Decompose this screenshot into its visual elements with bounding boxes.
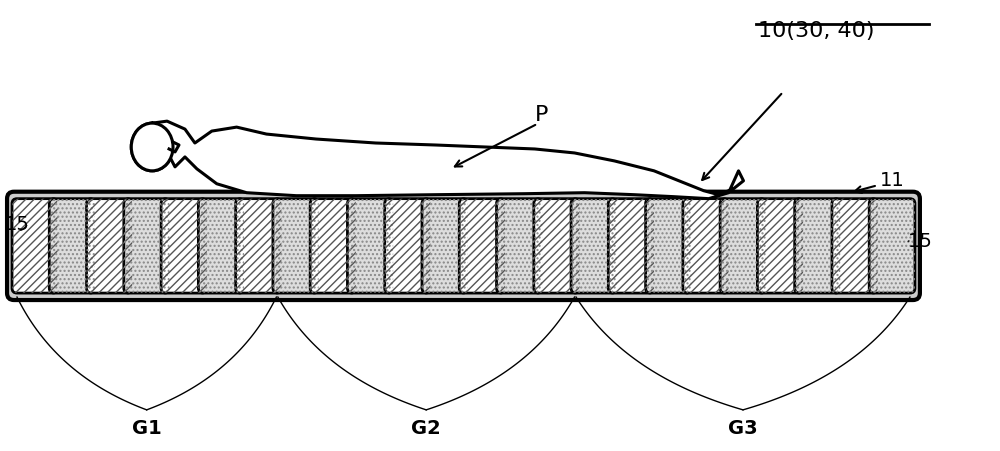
Text: 11: 11: [880, 170, 904, 189]
FancyBboxPatch shape: [757, 199, 803, 294]
Text: P: P: [535, 105, 548, 124]
FancyBboxPatch shape: [497, 199, 542, 294]
FancyBboxPatch shape: [832, 199, 878, 294]
FancyBboxPatch shape: [422, 199, 468, 294]
Text: 10(30, 40): 10(30, 40): [758, 21, 875, 41]
FancyBboxPatch shape: [161, 199, 207, 294]
FancyBboxPatch shape: [385, 199, 430, 294]
FancyBboxPatch shape: [7, 192, 920, 300]
Text: G2: G2: [411, 418, 441, 437]
FancyBboxPatch shape: [124, 199, 170, 294]
FancyBboxPatch shape: [534, 199, 580, 294]
FancyBboxPatch shape: [347, 199, 393, 294]
Text: 15: 15: [5, 214, 30, 233]
Ellipse shape: [131, 124, 173, 171]
FancyBboxPatch shape: [683, 199, 729, 294]
Polygon shape: [152, 122, 743, 199]
FancyBboxPatch shape: [236, 199, 281, 294]
FancyBboxPatch shape: [310, 199, 356, 294]
FancyBboxPatch shape: [198, 199, 244, 294]
Text: G1: G1: [132, 418, 162, 437]
FancyBboxPatch shape: [49, 199, 95, 294]
FancyBboxPatch shape: [608, 199, 654, 294]
FancyBboxPatch shape: [571, 199, 617, 294]
FancyBboxPatch shape: [869, 199, 915, 294]
FancyBboxPatch shape: [795, 199, 840, 294]
FancyBboxPatch shape: [87, 199, 132, 294]
FancyBboxPatch shape: [273, 199, 319, 294]
Text: 15: 15: [907, 232, 932, 251]
FancyBboxPatch shape: [12, 199, 58, 294]
Text: G3: G3: [728, 418, 758, 437]
FancyBboxPatch shape: [646, 199, 691, 294]
FancyBboxPatch shape: [720, 199, 766, 294]
Ellipse shape: [131, 124, 173, 171]
FancyBboxPatch shape: [459, 199, 505, 294]
